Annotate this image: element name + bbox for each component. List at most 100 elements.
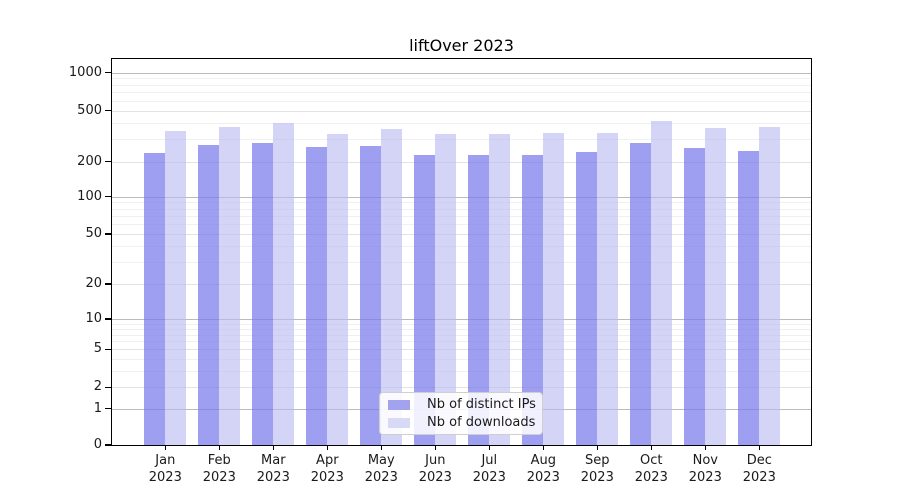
- y-tick: [105, 407, 111, 410]
- gridline-minor: [112, 78, 811, 80]
- x-tick-label: Aug 2023: [516, 452, 570, 486]
- x-tick: [434, 445, 436, 450]
- y-tick-label: 0: [93, 437, 102, 452]
- bar-distinct-ips-may: [360, 146, 382, 445]
- gridline-major: [112, 161, 811, 163]
- gridline-major: [112, 349, 811, 351]
- x-tick-label: Sep 2023: [570, 452, 624, 486]
- x-tick: [380, 445, 382, 450]
- bar-downloads-jun: [435, 133, 457, 445]
- x-tick-month: Mar: [261, 453, 286, 468]
- x-tick-month: Apr: [316, 453, 339, 468]
- bar-downloads-sep: [597, 133, 619, 445]
- x-tick-label: Feb 2023: [192, 452, 246, 486]
- x-tick-month: Aug: [530, 453, 556, 468]
- x-tick: [704, 445, 706, 450]
- y-tick: [105, 444, 111, 446]
- x-tick: [272, 445, 274, 450]
- gridline-minor: [112, 358, 811, 360]
- x-tick-label: Oct 2023: [624, 452, 678, 486]
- x-tick-year: 2023: [634, 470, 668, 485]
- x-tick-year: 2023: [310, 470, 344, 485]
- bar-downloads-may: [381, 128, 403, 445]
- y-tick: [105, 161, 111, 163]
- bar-downloads-jan: [165, 131, 187, 445]
- y-tick-label: 2: [93, 379, 102, 395]
- x-tick: [488, 445, 490, 450]
- bar-distinct-ips-apr: [306, 146, 328, 445]
- y-tick-label: 1000: [68, 64, 102, 80]
- gridline-minor: [112, 224, 811, 226]
- bar-downloads-oct: [651, 121, 673, 445]
- x-tick-month: Jun: [425, 453, 446, 468]
- bar-downloads-aug: [543, 133, 565, 445]
- y-tick: [105, 110, 111, 112]
- bar-distinct-ips-jun: [414, 154, 436, 445]
- gridline-major: [112, 72, 811, 74]
- y-tick-label: 5: [93, 341, 102, 357]
- bar-distinct-ips-feb: [198, 145, 220, 445]
- x-tick: [758, 445, 760, 450]
- x-tick-month: Oct: [640, 453, 663, 468]
- x-tick: [218, 445, 220, 450]
- x-tick: [542, 445, 544, 450]
- gridline-major: [112, 387, 811, 389]
- y-tick-label: 10: [85, 311, 102, 326]
- bar-downloads-jul: [489, 133, 511, 445]
- gridline-minor: [112, 334, 811, 336]
- y-tick-label: 100: [77, 188, 102, 204]
- y-tick: [105, 386, 111, 388]
- gridline-major: [112, 319, 811, 320]
- bar-distinct-ips-nov: [684, 147, 706, 445]
- legend-item-distinct-ips: Nb of distinct IPs: [388, 396, 536, 413]
- x-tick-month: Jul: [481, 453, 498, 468]
- x-tick: [596, 445, 598, 450]
- bar-distinct-ips-oct: [630, 143, 652, 445]
- y-tick: [105, 233, 111, 235]
- gridline-major: [112, 284, 811, 285]
- x-tick-year: 2023: [364, 470, 398, 485]
- bar-distinct-ips-mar: [252, 143, 274, 445]
- gridline-minor: [112, 84, 811, 86]
- gridline-minor: [112, 215, 811, 217]
- bar-downloads-mar: [273, 122, 295, 445]
- x-tick-label: Jul 2023: [462, 452, 516, 486]
- x-tick-year: 2023: [202, 470, 236, 485]
- x-tick-label: Apr 2023: [300, 452, 354, 486]
- gridline-minor: [112, 246, 811, 248]
- gridline-major: [112, 196, 811, 198]
- legend-label: Nb of downloads: [427, 414, 536, 430]
- gridline-major: [112, 234, 811, 235]
- bar-distinct-ips-jul: [468, 154, 490, 445]
- bar-distinct-ips-jan: [144, 152, 166, 445]
- x-tick-label: May 2023: [354, 452, 408, 486]
- gridline-minor: [112, 139, 811, 141]
- gridline-minor: [112, 123, 811, 125]
- x-tick-label: Mar 2023: [246, 452, 300, 486]
- y-tick: [105, 71, 111, 74]
- gridline-minor: [112, 323, 811, 325]
- x-tick-label: Dec 2023: [732, 452, 786, 486]
- y-tick-label: 1: [93, 400, 102, 416]
- y-tick: [105, 348, 111, 350]
- bar-distinct-ips-aug: [522, 154, 544, 445]
- chart-title: liftOver 2023: [409, 36, 514, 55]
- x-tick-month: May: [367, 453, 395, 468]
- x-tick-year: 2023: [472, 470, 506, 485]
- legend-item-downloads: Nb of downloads: [388, 414, 536, 431]
- x-tick-label: Jun 2023: [408, 452, 462, 486]
- legend: Nb of distinct IPs Nb of downloads: [379, 392, 543, 435]
- y-tick: [105, 283, 111, 285]
- gridline-minor: [112, 328, 811, 330]
- bar-distinct-ips-sep: [576, 151, 598, 445]
- x-tick-year: 2023: [418, 470, 452, 485]
- bar-downloads-feb: [219, 127, 241, 445]
- x-tick-month: Nov: [692, 453, 718, 468]
- legend-label: Nb of distinct IPs: [427, 396, 536, 412]
- x-tick-year: 2023: [526, 470, 560, 485]
- x-tick-month: Dec: [746, 453, 772, 468]
- y-tick: [105, 196, 111, 198]
- y-tick-label: 200: [77, 153, 102, 169]
- gridline-minor: [112, 92, 811, 94]
